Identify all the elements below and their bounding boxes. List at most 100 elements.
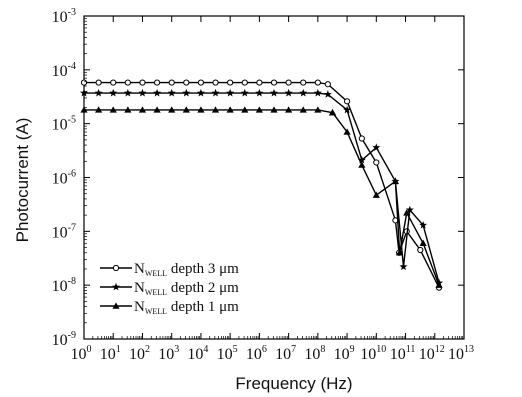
data-point — [399, 262, 408, 271]
data-point — [299, 88, 308, 97]
data-point — [329, 109, 337, 116]
legend-marker — [112, 264, 120, 272]
data-point — [255, 106, 263, 113]
x-tick-label: 1013 — [448, 344, 474, 363]
data-point — [403, 209, 411, 216]
x-tick-label: 1012 — [419, 344, 445, 363]
data-point — [110, 79, 117, 86]
data-point — [270, 79, 278, 86]
data-point — [358, 161, 366, 168]
legend-marker — [112, 302, 120, 309]
data-point — [153, 106, 161, 113]
x-tick-label: 106 — [246, 344, 267, 363]
y-tick-label: 10-9 — [52, 330, 76, 349]
x-tick-label: 103 — [158, 344, 179, 363]
data-point — [391, 177, 400, 184]
data-point — [168, 79, 175, 86]
data-point — [182, 88, 191, 97]
x-tick-label: 104 — [187, 344, 208, 363]
data-point — [270, 88, 278, 97]
data-point — [138, 88, 147, 97]
x-tick-label: 100 — [71, 344, 92, 363]
data-point — [241, 79, 248, 86]
legend-entry: NWELL depth 1 μm — [100, 299, 239, 316]
x-tick-label: 109 — [334, 344, 355, 363]
data-point — [196, 88, 205, 97]
data-point — [300, 79, 307, 86]
legend-marker — [112, 282, 120, 291]
legend-label: NWELL depth 3 μm — [134, 261, 239, 278]
data-point — [314, 79, 321, 86]
data-point — [240, 88, 249, 97]
data-point — [95, 79, 102, 86]
data-point — [109, 88, 118, 97]
data-point — [313, 88, 322, 97]
data-point — [167, 88, 176, 97]
data-point — [419, 239, 427, 246]
data-point — [183, 79, 190, 86]
data-point — [139, 79, 146, 86]
y-tick-label: 10-6 — [52, 169, 76, 188]
data-point — [212, 79, 219, 86]
y-tick-label: 10-4 — [52, 61, 76, 80]
data-point — [358, 135, 365, 142]
data-point — [109, 106, 117, 113]
data-point — [138, 106, 147, 113]
series-circle — [80, 79, 443, 291]
data-point — [80, 88, 88, 97]
data-point — [373, 159, 380, 166]
data-point — [324, 81, 331, 88]
data-point — [211, 106, 220, 113]
data-point — [197, 79, 205, 86]
data-point — [95, 106, 103, 113]
data-point — [343, 98, 351, 105]
data-point — [227, 79, 234, 86]
data-point — [182, 106, 190, 113]
data-point — [357, 155, 366, 164]
series-line — [84, 81, 440, 288]
x-tick-label: 1011 — [390, 344, 416, 363]
data-point — [124, 79, 131, 86]
data-point — [123, 88, 132, 97]
y-tick-label: 10-8 — [52, 276, 76, 295]
tick-label-layer: 100 101 102 103 104 105 106 107 108 109 1010 1011 10… — [52, 7, 474, 363]
y-tick-label: 10-7 — [52, 222, 76, 241]
data-point — [372, 143, 381, 151]
axis-titles: Frequency (Hz) Photocurrent (A) — [13, 118, 353, 393]
series-layer — [80, 79, 444, 291]
data-point — [372, 191, 380, 198]
data-point — [80, 79, 88, 86]
series-triangle — [80, 106, 443, 288]
data-point — [226, 88, 235, 97]
data-point — [241, 106, 249, 113]
data-point — [94, 88, 103, 97]
data-point — [343, 105, 352, 114]
data-point — [256, 79, 263, 86]
data-point — [284, 88, 293, 97]
data-point — [435, 281, 443, 288]
series-star — [80, 88, 444, 287]
x-tick-label: 102 — [129, 344, 150, 363]
data-point — [396, 249, 404, 256]
data-point — [124, 106, 132, 113]
data-point — [80, 106, 88, 113]
x-axis-title: Frequency (Hz) — [235, 374, 352, 393]
data-point — [314, 106, 322, 113]
data-point — [226, 106, 234, 113]
x-tick-label: 105 — [217, 344, 238, 363]
data-point — [323, 90, 332, 98]
legend-label: NWELL depth 1 μm — [134, 299, 239, 316]
data-point — [419, 221, 428, 229]
data-point — [417, 246, 424, 254]
series-line — [84, 109, 440, 286]
data-point — [299, 106, 307, 113]
x-tick-label: 1010 — [360, 344, 386, 363]
legend-entry: NWELL depth 3 μm — [100, 261, 239, 278]
y-tick-label: 10-5 — [52, 115, 76, 134]
data-point — [405, 205, 414, 214]
data-point — [285, 106, 293, 113]
legend-entry: NWELL depth 2 μm — [100, 280, 239, 297]
legend-label: NWELL depth 2 μm — [134, 280, 239, 297]
data-point — [153, 88, 162, 97]
